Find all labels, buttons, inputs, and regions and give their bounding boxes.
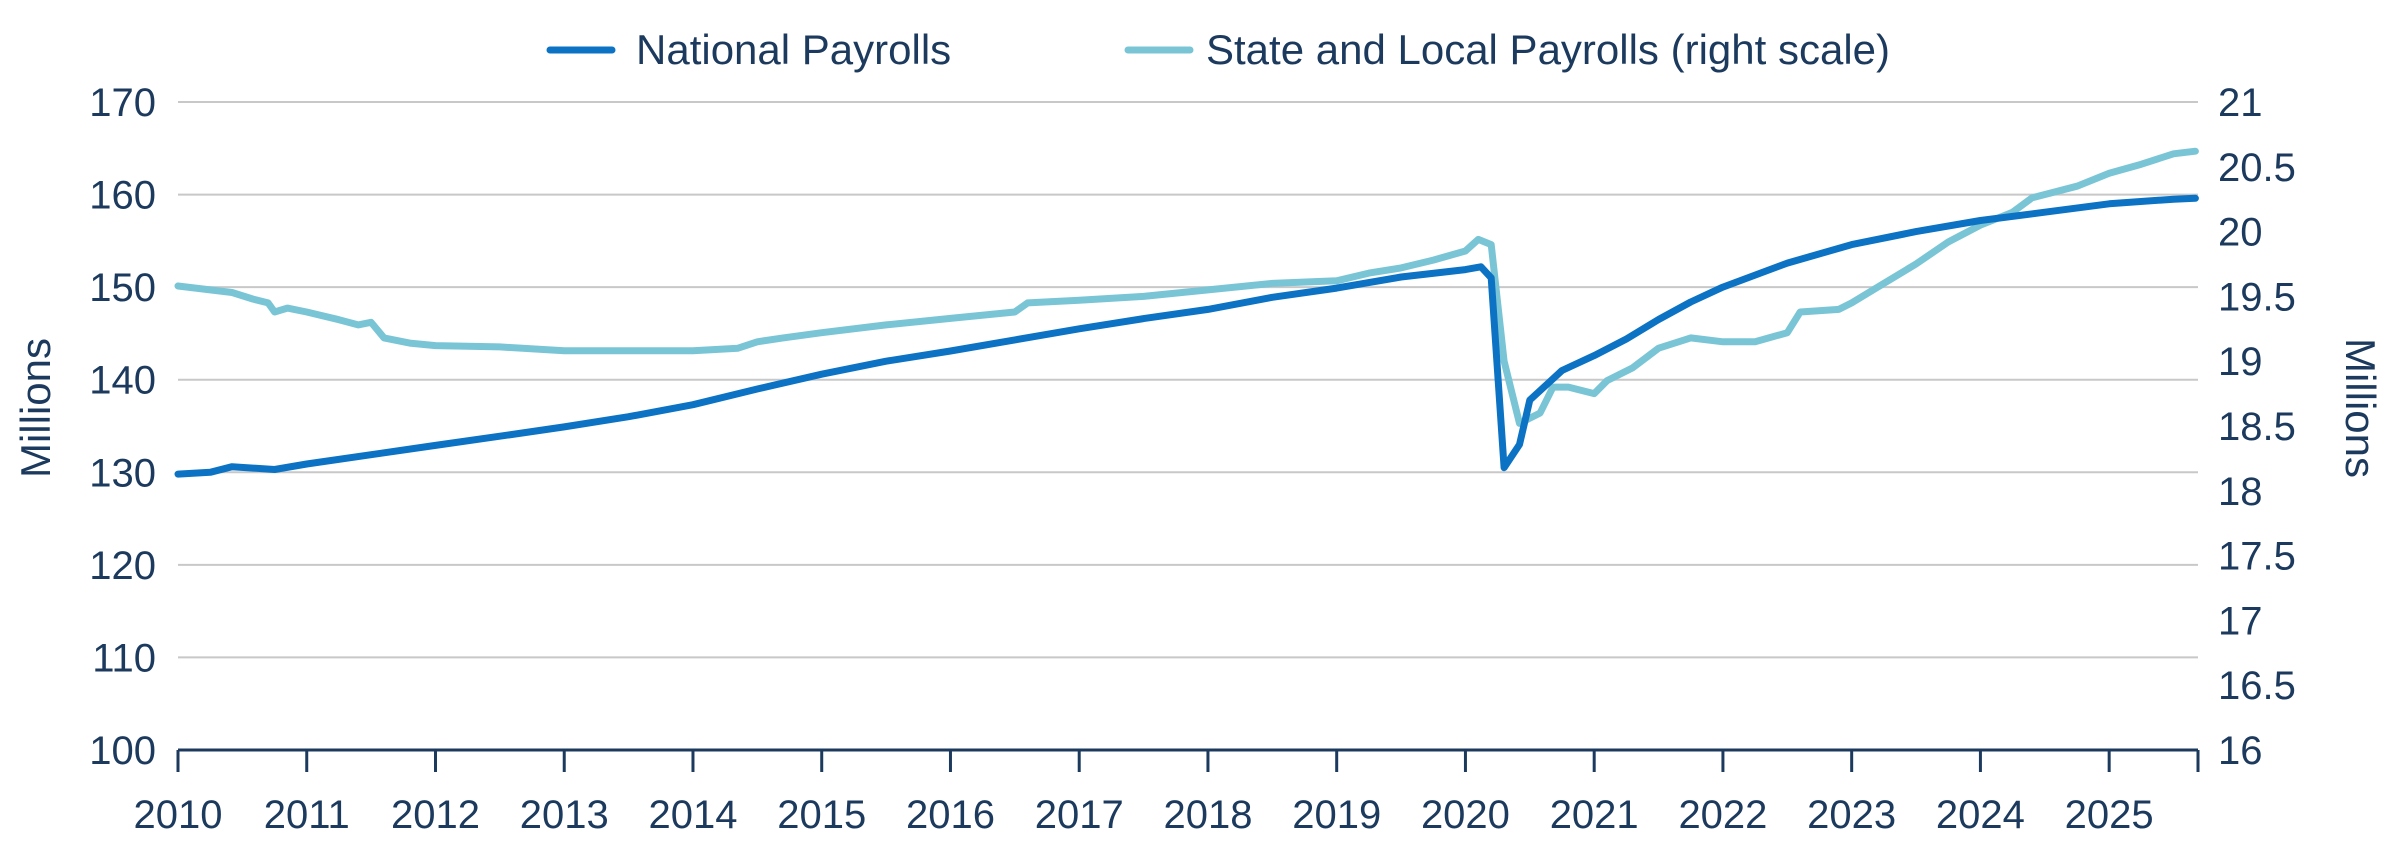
right-tick-label: 19 — [2218, 340, 2263, 384]
right-axis-title: Millions — [2337, 338, 2384, 478]
left-tick-label: 120 — [89, 544, 156, 588]
series-line-national-payrolls — [174, 194, 2199, 478]
right-tick-label: 20.5 — [2218, 146, 2296, 190]
x-tick-label: 2018 — [1163, 793, 1252, 837]
x-tick-label: 2020 — [1421, 793, 1510, 837]
x-tick-label: 2017 — [1035, 793, 1124, 837]
right-tick-label: 18.5 — [2218, 405, 2296, 449]
x-tick-label: 2013 — [520, 793, 609, 837]
legend-label-state-local: State and Local Payrolls (right scale) — [1206, 26, 1890, 73]
x-tick-label: 2025 — [2065, 793, 2154, 837]
x-tick-label: 2024 — [1936, 793, 2025, 837]
left-tick-label: 150 — [89, 266, 156, 310]
x-tick-label: 2019 — [1292, 793, 1381, 837]
gridlines — [178, 101, 2198, 659]
x-tick-label: 2021 — [1550, 793, 1639, 837]
legend: National Payrolls State and Local Payrol… — [546, 26, 1890, 73]
x-tick-label: 2011 — [264, 793, 350, 837]
right-tick-label: 18 — [2218, 470, 2263, 514]
x-axis: 2010 2011 2012 2013 2014 2015 2016 2017 2018 2019… — [134, 748, 2200, 837]
series-layer — [174, 147, 2199, 478]
right-tick-label: 20 — [2218, 211, 2263, 255]
right-tick-label: 19.5 — [2218, 275, 2296, 319]
left-tick-label: 100 — [89, 729, 156, 773]
right-y-axis: 16 16.5 17 17.5 18 18.5 19 19.5 20 20.5 21 — [2218, 81, 2296, 773]
left-tick-label: 130 — [89, 451, 156, 495]
x-tick-label: 2023 — [1807, 793, 1896, 837]
left-tick-label: 160 — [89, 174, 156, 218]
right-tick-label: 21 — [2218, 81, 2263, 125]
left-axis-title: Millions — [12, 338, 59, 478]
right-tick-label: 17 — [2218, 599, 2263, 643]
right-tick-label: 17.5 — [2218, 535, 2296, 579]
legend-label-national: National Payrolls — [636, 26, 951, 73]
x-tick-label: 2016 — [906, 793, 995, 837]
series-line-state-local-payrolls — [174, 147, 2199, 427]
x-tick-label: 2022 — [1678, 793, 1767, 837]
left-y-axis: 100 110 120 130 140 150 160 170 — [89, 81, 156, 773]
x-tick-label: 2015 — [777, 793, 866, 837]
left-tick-label: 170 — [89, 81, 156, 125]
x-tick-label: 2012 — [391, 793, 480, 837]
x-tick-label: 2010 — [134, 793, 223, 837]
x-tick-label: 2014 — [648, 793, 737, 837]
left-tick-label: 140 — [89, 359, 156, 403]
right-tick-label: 16 — [2218, 729, 2263, 773]
right-tick-label: 16.5 — [2218, 664, 2296, 708]
left-tick-label: 110 — [92, 636, 156, 680]
